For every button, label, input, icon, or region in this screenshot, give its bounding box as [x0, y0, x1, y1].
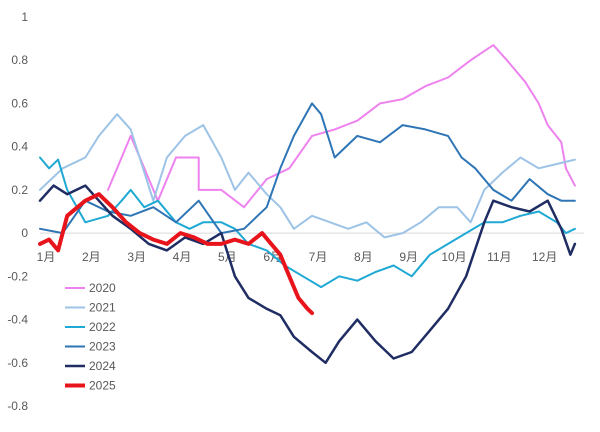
y-tick-label: -0.4: [7, 313, 28, 327]
y-tick-label: 0.6: [11, 96, 28, 110]
y-tick-label: 0.2: [11, 183, 28, 197]
series-line-2023: [39, 102, 576, 235]
x-tick-label: 11月: [487, 250, 511, 264]
x-tick-label: 10月: [441, 250, 466, 264]
legend-label-2020: 2020: [89, 281, 116, 295]
x-tick-label: 2月: [82, 250, 101, 264]
y-tick-label: 1: [21, 10, 28, 24]
legend-label-2024: 2024: [89, 359, 116, 373]
x-tick-label: 5月: [218, 250, 237, 264]
x-tick-label: 1月: [37, 250, 56, 264]
y-tick-label: 0.4: [11, 140, 28, 154]
series-lines: [38, 44, 577, 365]
x-tick-label: 8月: [354, 250, 373, 264]
x-tick-label: 3月: [127, 250, 146, 264]
y-tick-label: -0.8: [7, 399, 28, 413]
y-tick-label: -0.6: [7, 356, 28, 370]
series-line-2020: [107, 44, 576, 209]
legend-label-2023: 2023: [89, 340, 116, 354]
y-tick-label: -0.2: [7, 269, 28, 283]
y-tick-label: 0: [21, 226, 28, 240]
x-tick-label: 12月: [532, 250, 557, 264]
legend: 2020 2021 2022 2023 2024 2025: [65, 281, 116, 393]
x-tick-label: 9月: [399, 250, 418, 264]
series-line-2024: [38, 184, 577, 365]
x-tick-label: 4月: [173, 250, 192, 264]
legend-label-2021: 2021: [89, 301, 116, 315]
legend-label-2025: 2025: [89, 379, 116, 393]
x-tick-label: 7月: [309, 250, 328, 264]
y-axis-tick-labels: 1 0.8 0.6 0.4 0.2 0 -0.2 -0.4 -0.6 -0.8: [7, 10, 28, 413]
legend-label-2022: 2022: [89, 320, 116, 334]
series-line-2021: [39, 113, 576, 239]
x-axis-tick-labels: 1月 2月 3月 4月 5月 6月 7月 8月 9月 10月 11月 12月: [37, 250, 558, 264]
y-tick-label: 0.8: [11, 53, 28, 67]
series-line-2025: [38, 192, 314, 316]
